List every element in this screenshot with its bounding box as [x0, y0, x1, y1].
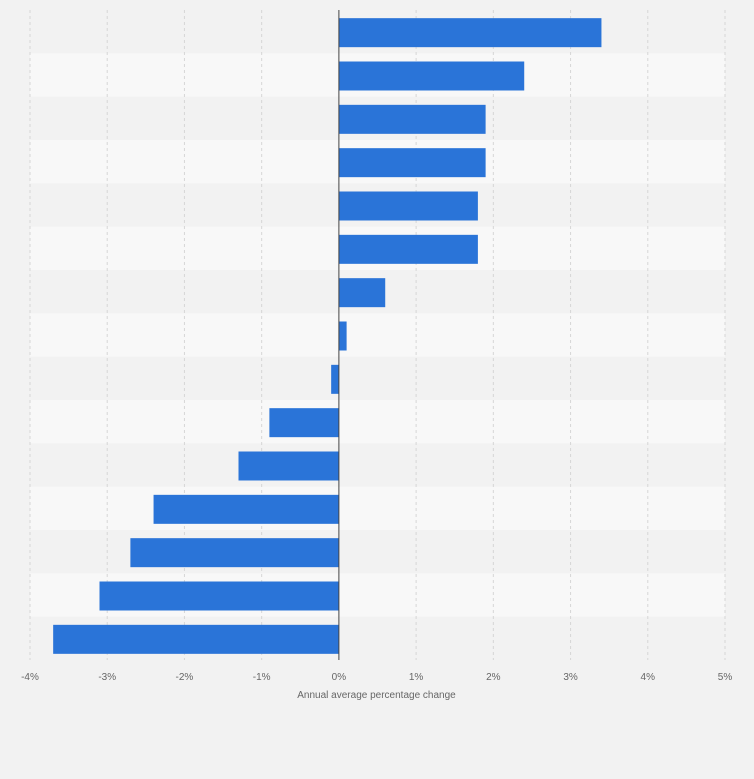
x-tick-label: -4% — [21, 672, 39, 683]
x-tick-label: 4% — [641, 672, 656, 683]
x-tick-label: 2% — [486, 672, 501, 683]
bars — [53, 18, 602, 654]
bar[interactable] — [338, 61, 525, 91]
bar[interactable] — [53, 624, 339, 654]
grid-lines — [29, 10, 726, 660]
row-band — [30, 313, 725, 357]
x-tick-label: 1% — [409, 672, 424, 683]
x-tick-label: 0% — [332, 672, 347, 683]
bar[interactable] — [331, 364, 339, 394]
bar[interactable] — [338, 18, 602, 48]
bar[interactable] — [153, 494, 339, 524]
bar[interactable] — [269, 408, 339, 438]
bar[interactable] — [338, 104, 486, 134]
row-band — [30, 486, 725, 530]
bar[interactable] — [130, 538, 339, 568]
row-band — [30, 356, 725, 400]
x-tick-label: -1% — [253, 672, 271, 683]
bar[interactable] — [238, 451, 339, 481]
row-band — [30, 443, 725, 487]
x-tick-label: -2% — [176, 672, 194, 683]
bar[interactable] — [338, 234, 478, 264]
x-axis-label: Annual average percentage change — [297, 690, 456, 701]
bar[interactable] — [338, 278, 386, 308]
x-tick-label: -3% — [98, 672, 116, 683]
bar[interactable] — [338, 148, 486, 178]
bar[interactable] — [99, 581, 339, 611]
x-tick-label: 3% — [563, 672, 578, 683]
x-axis-ticks: -4% -3% -2% -1% 0% 1% 2% 3% 4% 5% — [21, 672, 732, 683]
bar[interactable] — [338, 191, 478, 221]
row-band — [30, 400, 725, 444]
bar[interactable] — [338, 321, 347, 351]
x-tick-label: 5% — [718, 672, 733, 683]
